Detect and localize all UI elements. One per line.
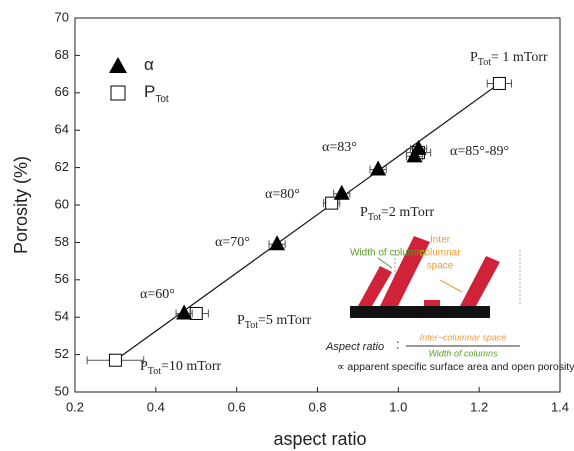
triangle-marker: [370, 160, 387, 176]
y-tick-label: 70: [55, 9, 69, 24]
legend-text: P: [144, 82, 155, 101]
y-tick-label: 68: [55, 47, 69, 62]
annotation-text: P: [470, 50, 478, 65]
square-marker: [325, 196, 339, 210]
annotation-text: P: [237, 313, 245, 328]
x-tick-label: 0.6: [228, 399, 246, 414]
x-tick-label: 1.4: [551, 399, 569, 414]
inset-column: [460, 256, 500, 306]
annotation: α=80°: [265, 187, 300, 202]
inset-text: space: [427, 261, 454, 272]
annotation-subscript: Tot: [368, 212, 381, 223]
y-tick-label: 62: [55, 159, 69, 174]
inset-text: Inter: [430, 235, 451, 246]
annotation-text: =5 mTorr: [258, 313, 312, 328]
annotation-text: = 1 mTorr: [491, 50, 548, 65]
annotation-subscript: Tot: [245, 320, 258, 331]
x-tick-label: 0.8: [308, 399, 326, 414]
y-tick-label: 60: [55, 196, 69, 211]
inset-text: Width of columns: [429, 348, 498, 358]
inset-text: :: [396, 336, 400, 351]
annotation-text: α=83°: [322, 140, 357, 155]
y-tick-label: 66: [55, 84, 69, 99]
square-marker: [492, 76, 506, 90]
inset-substrate: [350, 306, 490, 318]
x-axis-label: aspect ratio: [273, 429, 366, 449]
legend-text: α: [144, 55, 154, 74]
annotation: PTot=5 mTorr: [237, 313, 312, 331]
annotation-text: α=70°: [215, 235, 250, 250]
annotation-text: α=80°: [265, 187, 300, 202]
legend-marker: [110, 85, 126, 101]
x-tick-label: 1.2: [470, 399, 488, 414]
annotation-text: α=85°-89°: [450, 144, 509, 159]
annotation-text: P: [360, 205, 368, 220]
x-tick-label: 0.2: [66, 399, 84, 414]
square-marker: [108, 353, 122, 367]
annotation: PTot= 1 mTorr: [470, 50, 548, 68]
inset-column: [358, 266, 392, 306]
legend-subscript: Tot: [155, 94, 169, 105]
inset-arrow: [439, 279, 463, 293]
y-tick-label: 54: [55, 309, 69, 324]
inset: Width of columns Inter columnar space As…: [325, 235, 574, 373]
legend-label: PTot: [144, 82, 169, 104]
inset-text: Aspect ratio: [325, 341, 384, 353]
inset-text: ∝ apparent specific surface area and ope…: [337, 361, 574, 373]
x-tick-label: 0.4: [147, 399, 165, 414]
inset-text: Width of columns: [350, 248, 427, 259]
inset-text: Inter−columnar space: [420, 332, 507, 342]
inset-text: columnar: [419, 248, 461, 259]
triangle-marker: [176, 304, 193, 320]
annotation: α=85°-89°: [450, 144, 509, 159]
y-tick-label: 52: [55, 346, 69, 361]
y-axis-label: Porosity (%): [11, 156, 31, 254]
annotation: PTot=10 mTorr: [140, 359, 222, 377]
inset-arrow: [377, 257, 393, 269]
annotation-subscript: Tot: [148, 366, 161, 377]
annotation: α=60°: [140, 287, 175, 302]
legend-label: α: [144, 55, 154, 74]
annotation: PTot=2 mTorr: [360, 205, 435, 223]
annotation-subscript: Tot: [478, 57, 491, 68]
y-tick-label: 50: [55, 383, 69, 398]
annotation-text: =2 mTorr: [381, 205, 435, 220]
annotation: α=70°: [215, 235, 250, 250]
annotation-text: α=60°: [140, 287, 175, 302]
triangle-marker: [333, 184, 350, 200]
inset-column: [380, 236, 430, 306]
annotation-text: P: [140, 359, 148, 374]
legend-marker: [109, 57, 127, 73]
y-tick-label: 58: [55, 234, 69, 249]
y-tick-label: 64: [55, 122, 69, 137]
annotation: α=83°: [322, 140, 357, 155]
triangle-marker: [269, 235, 286, 251]
inset-column: [424, 300, 440, 306]
x-tick-label: 1.0: [389, 399, 407, 414]
annotation-text: =10 mTorr: [161, 359, 222, 374]
y-tick-label: 56: [55, 271, 69, 286]
triangle-marker: [410, 139, 427, 155]
